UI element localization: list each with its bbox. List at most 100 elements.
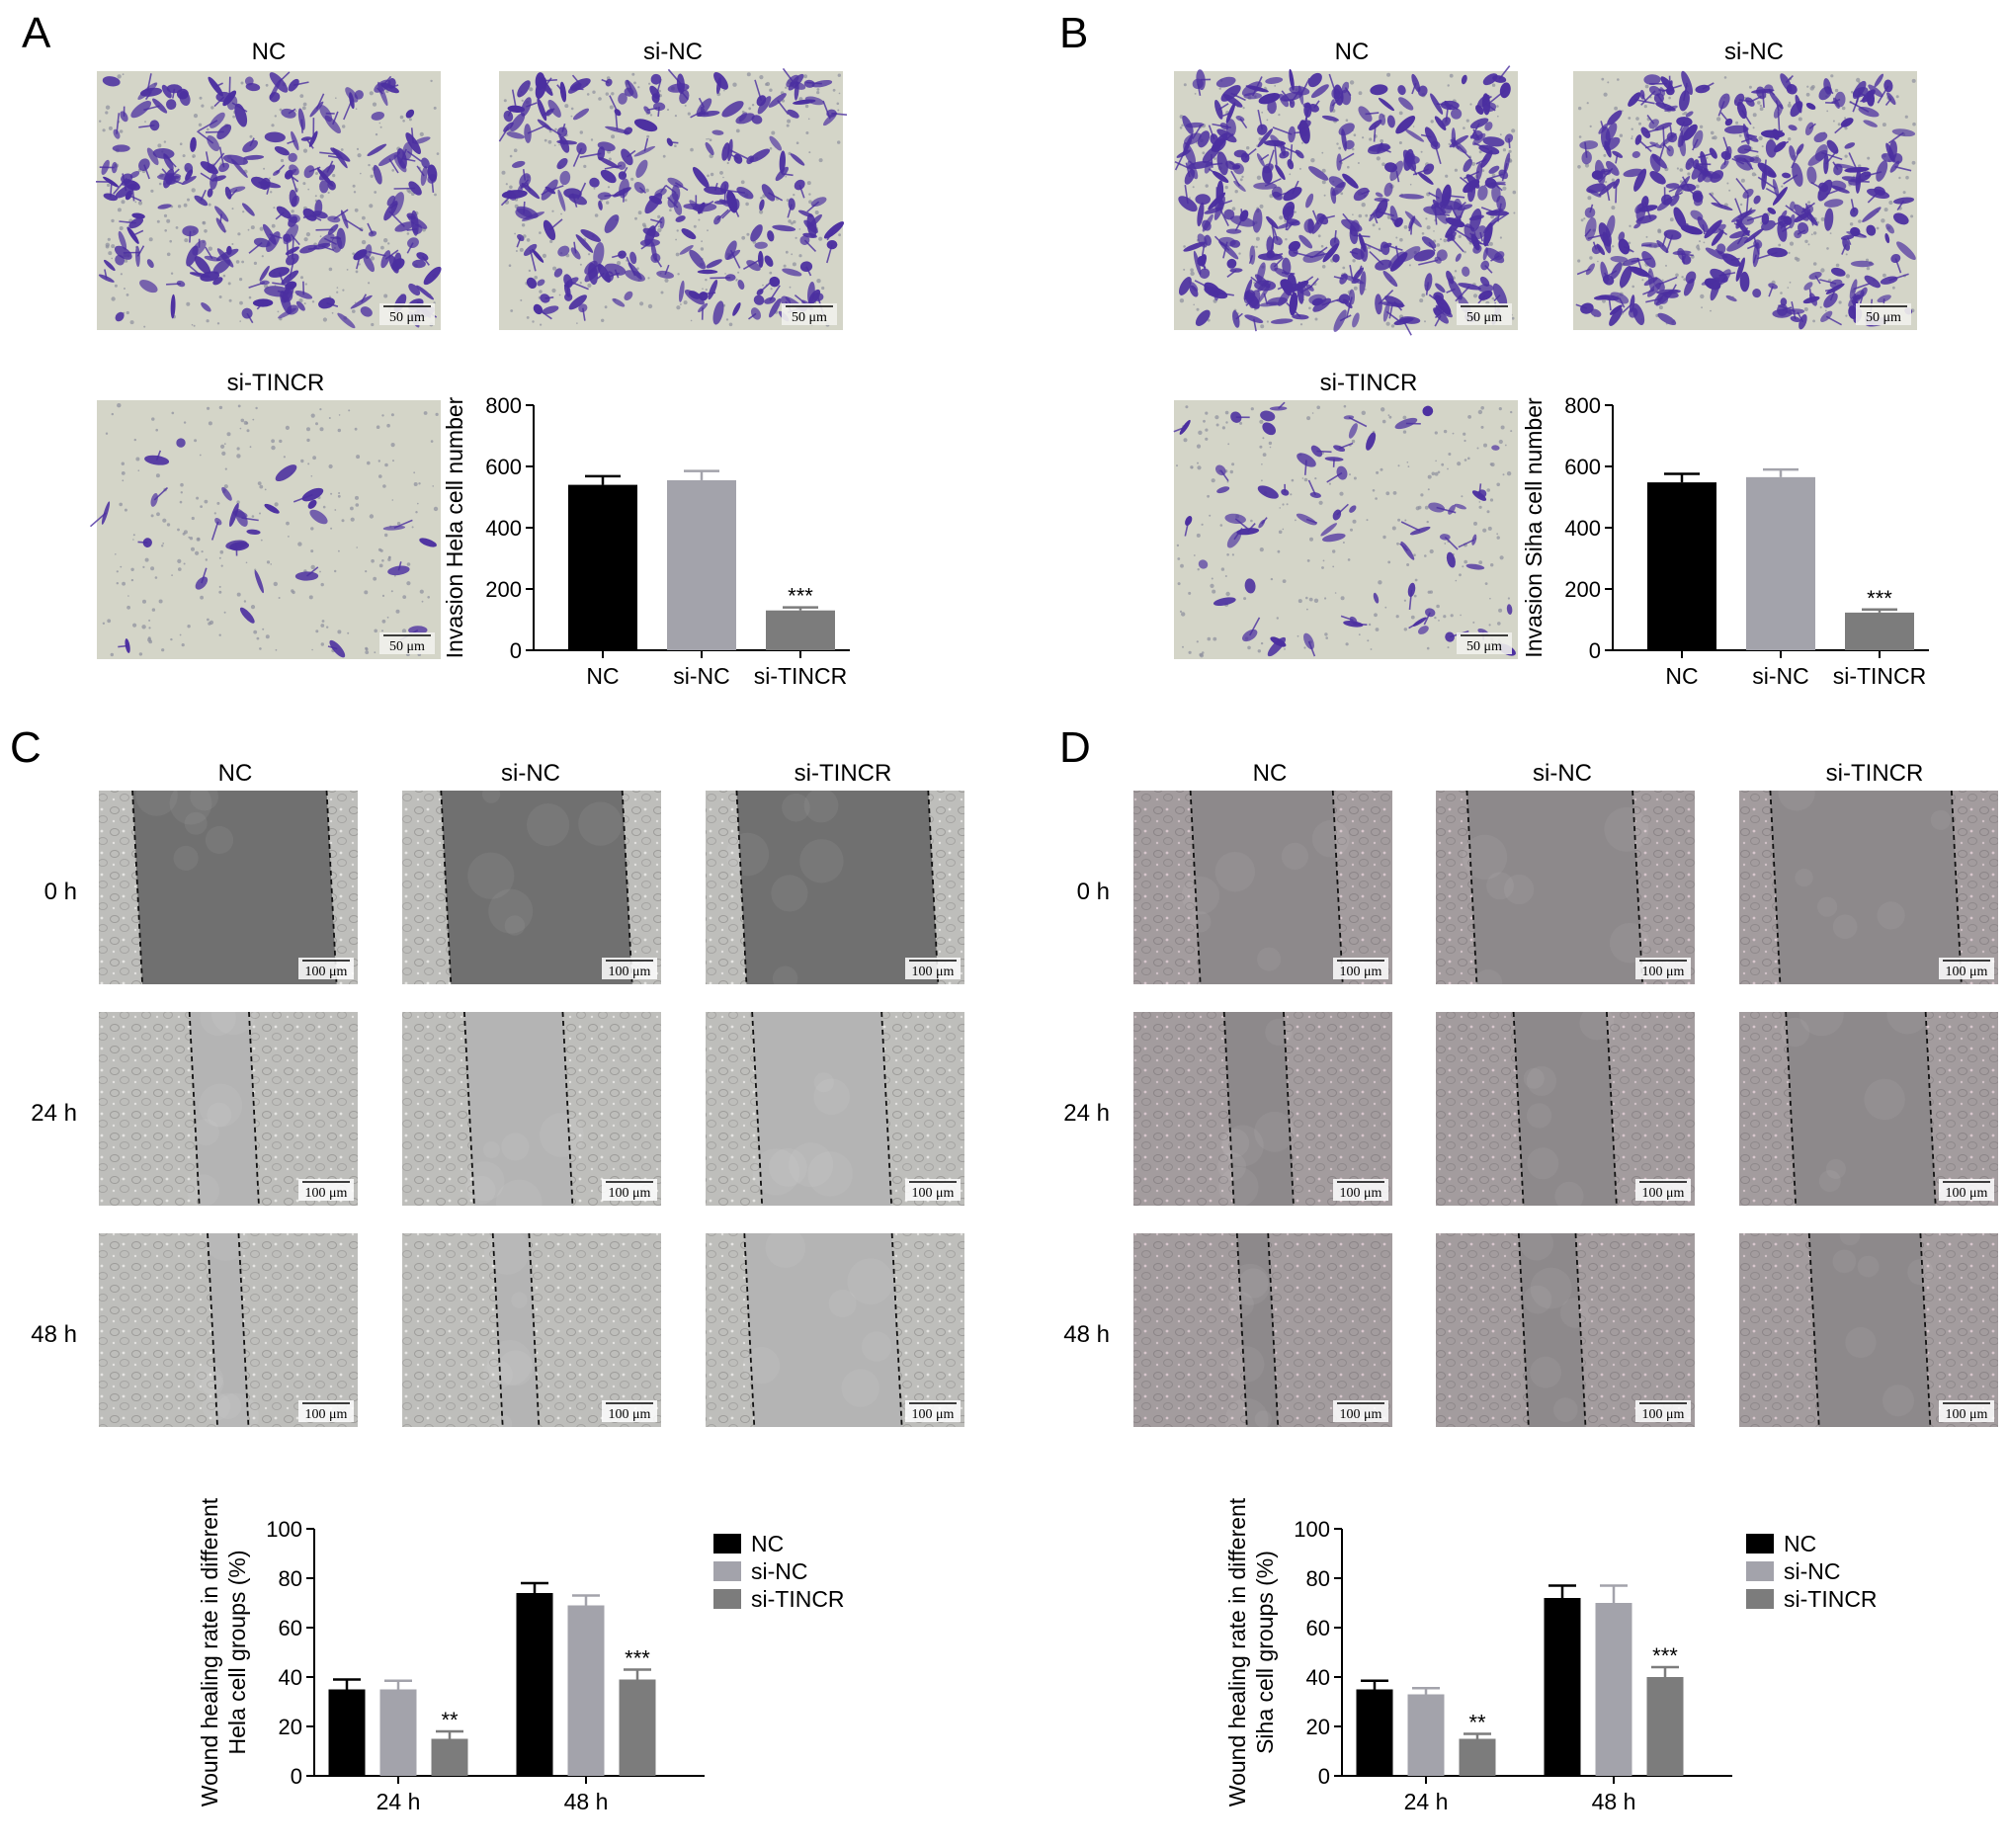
membrane-pore: [707, 229, 709, 232]
membrane-pore: [1219, 524, 1223, 527]
cell-process: [308, 166, 321, 173]
cell-process: [826, 229, 835, 241]
debris: [789, 1142, 834, 1188]
membrane-pore: [1420, 493, 1424, 497]
cell-process: [1234, 518, 1248, 530]
membrane-pore: [1250, 519, 1253, 523]
stained-cell: [1683, 278, 1695, 296]
cell-process: [1668, 185, 1683, 193]
membrane-pore: [148, 237, 153, 242]
cell-process: [1344, 87, 1352, 97]
stained-cell: [1772, 178, 1780, 199]
stained-cell: [1743, 228, 1764, 244]
stained-cell: [779, 150, 786, 174]
debris: [1257, 947, 1282, 971]
stained-cell: [1475, 162, 1483, 181]
membrane-pore: [560, 212, 562, 215]
cell-process: [548, 218, 563, 231]
membrane-pore: [198, 123, 203, 126]
cell-process: [1408, 621, 1421, 630]
membrane-pore: [180, 491, 183, 494]
stained-cell: [750, 224, 763, 242]
stained-cell: [537, 279, 545, 287]
membrane-pore: [1472, 621, 1475, 624]
membrane-pore: [1190, 271, 1195, 276]
cell-process: [393, 519, 413, 529]
cell-process: [269, 233, 283, 239]
cell-process: [1819, 279, 1837, 285]
cell-process: [806, 201, 820, 212]
membrane-pore: [690, 147, 694, 152]
stained-cell: [769, 135, 783, 151]
cell-process: [1853, 282, 1871, 291]
membrane-pore: [1803, 307, 1808, 311]
membrane-background: [1174, 400, 1518, 659]
stained-cell: [1890, 253, 1901, 264]
membrane-pore: [1735, 121, 1739, 125]
membrane-pore: [105, 432, 109, 435]
debris: [210, 990, 256, 1036]
membrane-pore: [1437, 470, 1441, 474]
membrane-pore: [1820, 216, 1825, 221]
membrane-pore: [1751, 172, 1756, 177]
scale-bar-box: [1856, 303, 1911, 325]
membrane-pore: [1412, 126, 1415, 127]
membrane-pore: [315, 630, 319, 633]
membrane-pore: [1480, 406, 1484, 410]
stained-cell: [1619, 265, 1632, 289]
membrane-pore: [245, 561, 248, 564]
membrane-pore: [735, 279, 738, 282]
wound-edge-right: [1283, 1011, 1295, 1207]
stained-cell: [597, 263, 611, 283]
membrane-pore: [1460, 614, 1462, 617]
membrane-pore: [1488, 624, 1491, 627]
membrane-pore: [1297, 599, 1302, 604]
stained-cell: [568, 294, 587, 310]
membrane-pore: [1477, 409, 1483, 415]
stained-cell: [1303, 102, 1312, 118]
membrane-pore: [1669, 217, 1674, 222]
membrane-pore: [690, 319, 693, 322]
membrane-pore: [341, 519, 345, 523]
membrane-pore: [292, 590, 295, 595]
stained-cell: [1692, 190, 1703, 200]
y-tick-label: 400: [485, 516, 522, 541]
membrane-pore: [335, 97, 337, 99]
stained-cell: [1449, 134, 1468, 148]
stained-cell: [1190, 282, 1199, 292]
cell-process: [667, 68, 682, 85]
membrane-pore: [795, 141, 799, 144]
bar-nc: [516, 1593, 553, 1776]
membrane-pore: [1506, 471, 1512, 476]
stained-cell: [1657, 312, 1677, 326]
stained-cell: [1482, 102, 1497, 113]
membrane-pore: [239, 300, 243, 305]
y-axis-label-line: Wound healing rate in different: [197, 1497, 222, 1806]
cell-process: [118, 644, 128, 648]
cell-process: [1731, 157, 1745, 165]
membrane-pore: [1845, 253, 1848, 256]
bar-nc: [1356, 1689, 1393, 1776]
membrane-pore: [1279, 215, 1284, 220]
wound-edge-right: [1331, 790, 1344, 985]
membrane-pore: [579, 263, 582, 266]
membrane-pore: [338, 414, 341, 416]
cell-process: [293, 493, 313, 503]
membrane-pore: [239, 320, 241, 322]
stained-cell: [1195, 309, 1211, 326]
membrane-pore: [259, 512, 261, 515]
membrane-pore: [676, 305, 681, 310]
membrane-pore: [1366, 519, 1369, 522]
membrane-pore: [1675, 273, 1679, 278]
stained-cell: [1282, 202, 1296, 217]
stained-cell: [1591, 245, 1601, 255]
stained-cell: [1289, 68, 1295, 91]
cell-process: [189, 230, 192, 243]
membrane-pore: [222, 274, 226, 278]
stained-cell: [1818, 182, 1829, 193]
membrane-pore: [1386, 72, 1391, 77]
stained-cell: [1265, 77, 1284, 84]
stained-cell: [245, 83, 261, 92]
stained-cell: [190, 136, 197, 152]
stained-cell: [1745, 97, 1755, 107]
